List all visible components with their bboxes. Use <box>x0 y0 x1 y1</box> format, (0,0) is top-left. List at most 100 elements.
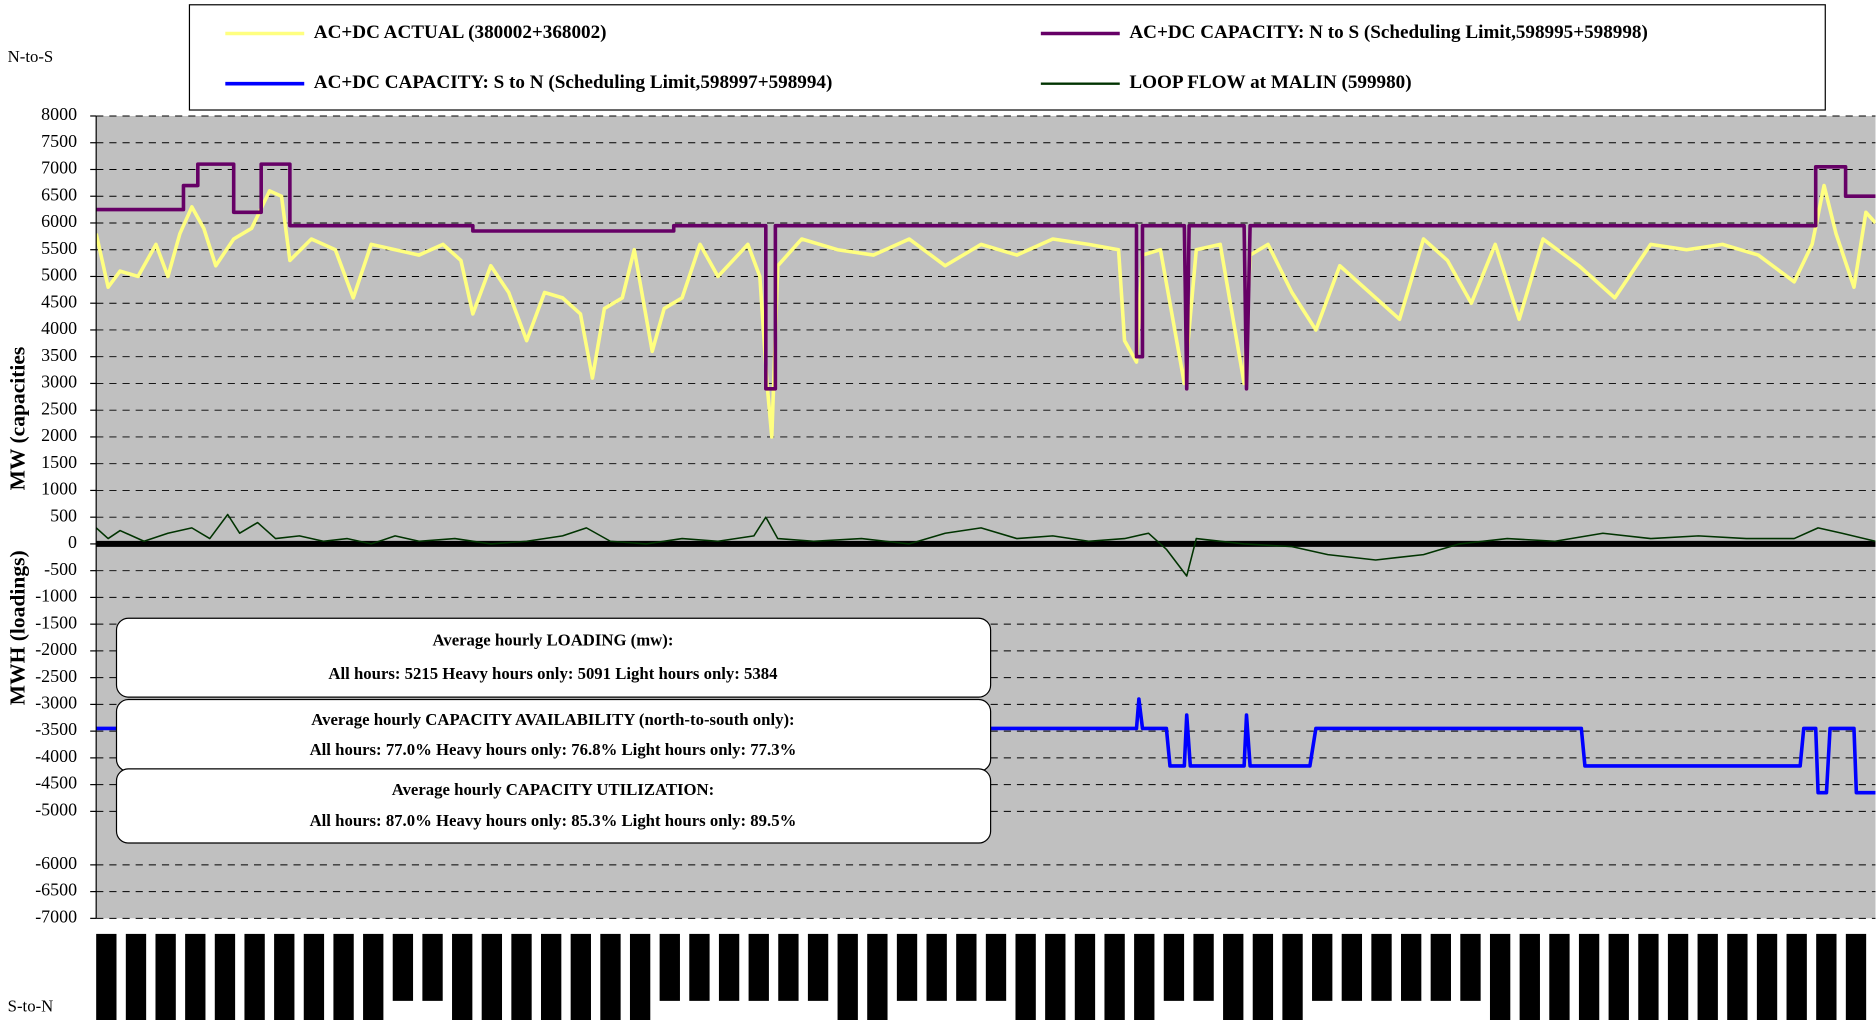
legend: AC+DC ACTUAL (380002+368002) AC+DC CAPACI… <box>225 22 1648 93</box>
day-bar <box>1519 933 1540 1020</box>
day-bar <box>422 933 443 1001</box>
day-bar <box>1252 933 1274 1020</box>
y-tick-label: -3500 <box>35 719 77 739</box>
y-tick-label: 5000 <box>41 265 77 285</box>
day-bar <box>303 933 325 1020</box>
series-line <box>96 697 1876 795</box>
y-tick-label: -7000 <box>35 906 77 926</box>
y-tick-label: -6500 <box>35 880 77 900</box>
day-bar <box>452 933 473 1020</box>
day-bar <box>748 933 769 1001</box>
legend-label: LOOP FLOW at MALIN (599980) <box>1129 72 1411 93</box>
y-axis: 8000750070006500600055005000450040003500… <box>35 104 97 926</box>
day-bar <box>274 933 295 1020</box>
y-axis-label: MW (capacities <box>6 347 30 491</box>
legend-label: AC+DC CAPACITY: N to S (Scheduling Limit… <box>1129 22 1648 43</box>
y-tick-label: -1500 <box>35 612 77 632</box>
y-tick-label: 3000 <box>41 372 77 392</box>
day-bar <box>392 933 414 1001</box>
day-bar <box>1549 933 1570 1020</box>
series-lines <box>96 162 1876 795</box>
annotation-text: Average hourly CAPACITY UTILIZATION: <box>392 780 714 799</box>
y-tick-label: 500 <box>50 505 77 525</box>
series-line <box>96 513 1876 577</box>
day-bar <box>1667 933 1689 1020</box>
day-bar <box>1104 933 1125 1020</box>
y-tick-label: -1000 <box>35 586 77 606</box>
day-bar <box>867 933 888 1020</box>
day-bar <box>718 933 740 1001</box>
day-bar <box>1134 933 1155 1020</box>
day-bar <box>1312 933 1333 1001</box>
day-bar <box>511 933 532 1020</box>
top-label: N-to-S <box>8 47 54 66</box>
y-tick-label: 3500 <box>41 345 77 365</box>
y-tick-label: 4000 <box>41 318 77 338</box>
y-tick-label: 1000 <box>41 479 77 499</box>
day-bar <box>807 933 829 1001</box>
bottom-label: S-to-N <box>8 997 54 1016</box>
y-tick-label: 5500 <box>41 238 77 258</box>
day-bar <box>689 933 710 1001</box>
day-bar <box>541 933 562 1020</box>
legend-box <box>188 4 1826 111</box>
day-bar <box>214 933 236 1020</box>
day-bar <box>1074 933 1096 1020</box>
day-bar <box>600 933 621 1020</box>
day-bar <box>896 933 918 1001</box>
y-tick-label: 6000 <box>41 211 77 231</box>
series-line <box>96 183 1876 439</box>
day-bar <box>363 933 384 1020</box>
day-bar <box>1727 933 1748 1020</box>
day-bar <box>1193 933 1214 1001</box>
annotation-text: All hours: 77.0% Heavy hours only: 76.8%… <box>310 740 797 759</box>
y-tick-label: 4500 <box>41 291 77 311</box>
day-bar <box>985 933 1007 1001</box>
day-bar <box>125 933 147 1020</box>
y-tick-label: -4500 <box>35 773 77 793</box>
legend-label: AC+DC CAPACITY: S to N (Scheduling Limit… <box>314 72 833 93</box>
y-tick-label: 7500 <box>41 131 77 151</box>
day-bar <box>570 933 591 1020</box>
day-bars <box>96 933 1867 1020</box>
day-bar <box>1401 933 1422 1001</box>
y-tick-label: -500 <box>44 559 77 579</box>
day-bar <box>1697 933 1718 1020</box>
annotation-box <box>115 768 992 844</box>
day-bar <box>481 933 503 1020</box>
day-bar <box>1282 933 1303 1020</box>
day-bar <box>1223 933 1244 1020</box>
annotation-text: All hours: 5215 Heavy hours only: 5091 L… <box>328 664 778 683</box>
day-bar <box>1430 933 1451 1001</box>
annotation-text: All hours: 87.0% Heavy hours only: 85.3%… <box>310 811 797 830</box>
y-tick-label: -2000 <box>35 639 77 659</box>
day-bar <box>185 933 206 1020</box>
day-bar <box>333 933 354 1020</box>
y-tick-label: -6000 <box>35 853 77 873</box>
annotation-text: Average hourly CAPACITY AVAILABILITY (no… <box>311 710 794 729</box>
day-bar <box>96 933 117 1020</box>
series-line <box>96 162 1876 391</box>
day-bar <box>926 933 947 1001</box>
annotation-box <box>115 617 992 698</box>
annotation-text: Average hourly LOADING (mw): <box>432 631 673 650</box>
day-bar <box>1638 933 1659 1020</box>
y-tick-label: 0 <box>68 532 77 552</box>
y-tick-label: 7000 <box>41 158 77 178</box>
day-bar <box>956 933 977 1001</box>
y-tick-label: -4000 <box>35 746 77 766</box>
day-bar <box>837 933 858 1020</box>
y-tick-label: -5000 <box>35 799 77 819</box>
day-bar <box>1163 933 1185 1001</box>
y-tick-label: -3000 <box>35 693 77 713</box>
y-tick-label: 2500 <box>41 398 77 418</box>
day-bar <box>1845 933 1867 1020</box>
day-bar <box>1341 933 1363 1001</box>
day-bar <box>1756 933 1778 1020</box>
day-bar <box>1578 933 1600 1020</box>
y-tick-label: 1500 <box>41 452 77 472</box>
legend-label: AC+DC ACTUAL (380002+368002) <box>314 22 607 43</box>
y-tick-label: 8000 <box>41 104 77 124</box>
